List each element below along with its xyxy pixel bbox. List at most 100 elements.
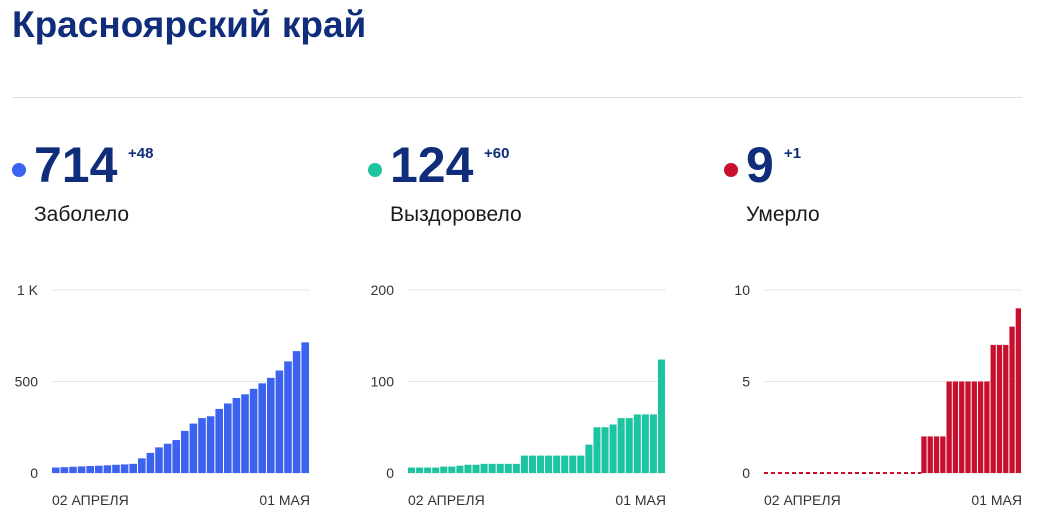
bar: [69, 466, 77, 473]
bar: [1009, 326, 1015, 473]
bar: [977, 381, 984, 473]
bar: [625, 418, 633, 473]
bar: [1015, 308, 1021, 473]
bar: [292, 351, 301, 473]
cases-chart: 0 500 1 K 02 АПРЕЛЯ 01 МАЯ: [15, 282, 310, 508]
bar: [641, 414, 649, 473]
recovered-chart: 0 100 200 02 АПРЕЛЯ 01 МАЯ: [371, 282, 666, 508]
bar: [249, 388, 258, 473]
deaths-dot-icon: [724, 163, 738, 177]
deaths-panel: 9 +1 Умерло 0 5 10 02 АПРЕЛЯ 01 МАЯ: [724, 135, 1041, 520]
cases-delta: +48: [128, 145, 154, 162]
bar: [965, 381, 971, 473]
bar: [504, 463, 512, 473]
bar: [120, 464, 129, 473]
x-tick-label: 01 МАЯ: [259, 492, 310, 508]
bar: [215, 408, 223, 473]
bar: [181, 430, 189, 473]
bar: [933, 436, 940, 473]
bar: [206, 416, 215, 473]
deaths-chart: 0 5 10 02 АПРЕЛЯ 01 МАЯ: [734, 282, 1022, 508]
bar: [472, 464, 480, 473]
bar: [609, 424, 617, 473]
bar: [520, 455, 528, 473]
recovered-label: Выздоровело: [390, 203, 522, 226]
bar: [95, 465, 103, 473]
bar: [649, 414, 657, 473]
bar: [990, 344, 996, 473]
y-tick-label: 200: [371, 282, 395, 298]
bar: [593, 427, 601, 473]
bar: [172, 440, 180, 473]
deaths-value: 9: [746, 137, 774, 193]
bar: [940, 436, 946, 473]
bar: [569, 455, 577, 473]
bar: [545, 455, 553, 473]
bar: [440, 466, 448, 473]
bar: [561, 455, 569, 473]
y-tick-label: 5: [742, 374, 750, 390]
bar: [224, 403, 232, 473]
page-title: Красноярский край: [12, 4, 367, 45]
bar: [52, 467, 60, 473]
bar: [496, 463, 504, 473]
cases-dot-icon: [12, 163, 26, 177]
bar: [146, 452, 155, 473]
bar: [456, 465, 464, 473]
bar: [155, 447, 163, 473]
x-tick-label: 02 АПРЕЛЯ: [52, 492, 129, 508]
recovered-dot-icon: [368, 163, 382, 177]
bar: [129, 463, 137, 473]
bar: [189, 423, 198, 473]
y-tick-label: 0: [30, 465, 38, 481]
bar: [241, 394, 249, 473]
bar: [1003, 344, 1009, 473]
cases-value: 714: [34, 137, 118, 193]
recovered-value: 124: [390, 137, 474, 193]
bar: [416, 467, 424, 473]
bar: [284, 361, 292, 473]
bar: [138, 458, 146, 473]
bar: [408, 467, 416, 473]
bar: [959, 381, 965, 473]
bar: [952, 381, 959, 473]
bar: [553, 455, 561, 473]
cases-label: Заболело: [34, 203, 130, 226]
y-tick-label: 10: [734, 282, 750, 298]
deaths-delta: +1: [784, 145, 802, 162]
bar: [112, 464, 120, 473]
bar: [163, 443, 172, 473]
bar: [77, 466, 86, 473]
y-tick-label: 1 K: [17, 282, 39, 298]
y-tick-label: 0: [742, 465, 750, 481]
bar: [946, 381, 952, 473]
bar: [633, 414, 641, 473]
bar: [577, 455, 585, 473]
recovered-delta: +60: [484, 145, 510, 162]
bar: [512, 463, 520, 473]
cases-panel: 714 +48 Заболело 0 500 1 K 02 АПРЕЛЯ 01 МАЯ: [12, 135, 332, 520]
x-tick-label: 01 МАЯ: [615, 492, 666, 508]
bar: [971, 381, 977, 473]
x-tick-label: 02 АПРЕЛЯ: [408, 492, 485, 508]
bar: [996, 344, 1003, 473]
bar: [103, 465, 112, 473]
bar: [258, 383, 266, 473]
bar: [927, 436, 933, 473]
bar: [86, 466, 94, 473]
recovered-panel: 124 +60 Выздоровело 0 100 200 02 АПРЕЛЯ 01 М…: [368, 135, 688, 520]
y-tick-label: 500: [15, 374, 39, 390]
bar: [301, 342, 309, 473]
bar: [60, 467, 69, 473]
bar: [617, 418, 625, 473]
bar: [657, 359, 665, 473]
bar: [601, 427, 609, 473]
y-tick-label: 0: [386, 465, 394, 481]
bar: [528, 455, 536, 473]
bar: [488, 463, 496, 473]
bar: [275, 370, 284, 473]
bar: [537, 455, 545, 473]
bar: [464, 464, 472, 473]
bar: [232, 397, 241, 473]
bar: [424, 467, 432, 473]
